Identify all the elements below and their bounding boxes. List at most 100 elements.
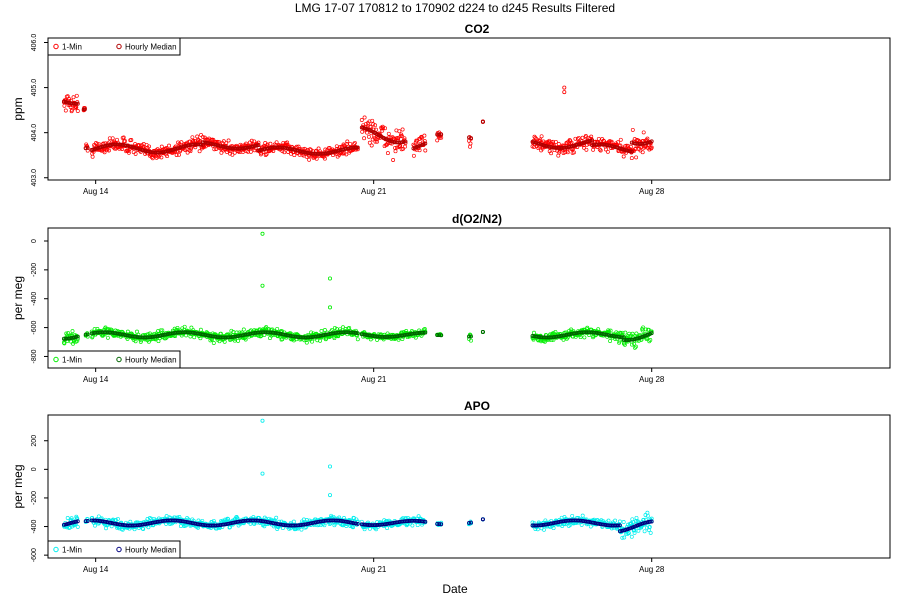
co2-hourly-point bbox=[244, 145, 249, 150]
apo-minute-point bbox=[65, 516, 70, 520]
apo-minute-point bbox=[200, 518, 205, 523]
apo-hourly-point bbox=[421, 519, 426, 524]
apo-hourly-point bbox=[304, 522, 309, 527]
o2n2-hourly-point bbox=[568, 332, 573, 336]
o2n2-x-tick-label: Aug 28 bbox=[639, 375, 665, 384]
o2n2-hourly-point bbox=[75, 334, 80, 339]
co2-hourly-point bbox=[217, 143, 222, 148]
co2-minute-point bbox=[533, 136, 538, 140]
o2n2-minute-point bbox=[347, 325, 352, 330]
apo-hourly-point bbox=[61, 522, 66, 527]
o2n2-outlier-point bbox=[327, 305, 332, 310]
co2-hourly-point bbox=[623, 148, 628, 153]
o2n2-minute-point bbox=[133, 339, 138, 344]
apo-hourly-point bbox=[317, 519, 322, 524]
apo-hourly-point bbox=[437, 522, 442, 527]
apo-hourly-point bbox=[586, 519, 590, 524]
co2-hourly-point bbox=[538, 142, 543, 147]
apo-minute-point bbox=[579, 522, 584, 527]
co2-hourly-point bbox=[61, 99, 66, 104]
co2-minute-point bbox=[609, 139, 614, 144]
co2-minute-point bbox=[252, 148, 257, 153]
apo-minute-point bbox=[622, 535, 627, 540]
o2n2-minute-point bbox=[322, 328, 327, 332]
o2n2-hourly-point bbox=[435, 333, 440, 337]
apo-minute-point bbox=[350, 524, 355, 529]
co2-hourly-point bbox=[355, 145, 360, 150]
o2n2-hourly-point bbox=[421, 330, 426, 335]
apo-legend-label: Hourly Median bbox=[125, 546, 177, 555]
co2-hourly-point bbox=[388, 139, 393, 143]
apo-hourly-point bbox=[109, 521, 114, 525]
co2-minute-point bbox=[296, 144, 301, 149]
co2-hourly-point bbox=[134, 146, 139, 151]
apo-minute-point bbox=[177, 515, 182, 519]
co2-hourly-point bbox=[611, 144, 616, 149]
apo-outlier-point bbox=[260, 471, 265, 476]
co2-hourly-point bbox=[99, 144, 104, 149]
apo-hourly-point bbox=[272, 521, 277, 526]
co2-minute-point bbox=[435, 138, 440, 143]
co2-minute-point bbox=[634, 155, 639, 160]
co2-hourly-point bbox=[124, 143, 129, 148]
co2-minute-point bbox=[345, 139, 350, 144]
co2-hourly-point bbox=[306, 151, 311, 155]
o2n2-hourly-point bbox=[164, 332, 169, 337]
o2n2-legend-box bbox=[47, 350, 181, 369]
co2-minute-point bbox=[629, 156, 634, 161]
o2n2-hourly-point bbox=[272, 330, 277, 335]
co2-minute-point bbox=[359, 118, 364, 122]
apo-hourly-point bbox=[386, 521, 391, 526]
x-axis-label: Date bbox=[442, 582, 468, 596]
o2n2-minute-point bbox=[413, 335, 418, 340]
co2-hourly-point bbox=[335, 148, 340, 153]
o2n2-legend-marker bbox=[116, 356, 122, 363]
co2-minute-point bbox=[621, 154, 626, 159]
co2-hourly-point bbox=[568, 144, 573, 149]
apo-hourly-point bbox=[227, 521, 232, 526]
apo-hourly-point bbox=[439, 522, 444, 527]
o2n2-hourly-point bbox=[204, 333, 209, 338]
o2n2-minute-point bbox=[623, 330, 628, 335]
apo-hourly-point bbox=[85, 519, 90, 523]
co2-hourly-point bbox=[249, 144, 254, 149]
o2n2-minute-point bbox=[318, 338, 323, 343]
co2-legend-marker bbox=[116, 43, 122, 50]
o2n2-outlier-point bbox=[327, 276, 332, 281]
co2-hourly-point bbox=[423, 141, 428, 146]
co2-minute-point bbox=[221, 139, 226, 144]
apo-series-hourly-median bbox=[61, 517, 654, 534]
apo-hourly-point bbox=[299, 523, 304, 527]
co2-hourly-point bbox=[219, 144, 224, 149]
co2-minute-point bbox=[282, 150, 287, 155]
o2n2-minute-point bbox=[641, 325, 646, 330]
apo-hourly-point bbox=[222, 522, 227, 527]
co2-minute-point bbox=[190, 135, 195, 140]
co2-minute-point bbox=[179, 140, 184, 145]
o2n2-minute-point bbox=[217, 339, 222, 344]
co2-hourly-point bbox=[126, 143, 131, 148]
co2-minute-point bbox=[374, 127, 378, 132]
apo-hourly-point bbox=[354, 521, 359, 526]
co2-hourly-point bbox=[182, 144, 187, 149]
o2n2-minute-point bbox=[222, 339, 227, 344]
co2-hourly-point bbox=[251, 144, 256, 149]
co2-hourly-point bbox=[202, 140, 207, 145]
apo-minute-point bbox=[415, 523, 420, 528]
co2-hourly-point bbox=[74, 101, 79, 106]
co2-hourly-point bbox=[619, 147, 624, 152]
co2-minute-point bbox=[348, 141, 353, 146]
apo-y-tick-label: -200 bbox=[31, 491, 38, 505]
co2-minute-point bbox=[268, 141, 273, 146]
apo-hourly-point bbox=[101, 519, 106, 524]
co2-minute-point bbox=[65, 94, 70, 99]
o2n2-hourly-point bbox=[277, 331, 282, 336]
co2-series-hourly-median bbox=[61, 99, 654, 156]
o2n2-minute-point bbox=[71, 341, 75, 346]
o2n2-minute-point bbox=[125, 329, 130, 334]
co2-minute-point bbox=[75, 109, 80, 113]
o2n2-hourly-point bbox=[404, 332, 409, 337]
co2-minute-point bbox=[185, 150, 190, 155]
apo-minute-point bbox=[96, 514, 101, 519]
co2-hourly-point bbox=[166, 149, 170, 154]
